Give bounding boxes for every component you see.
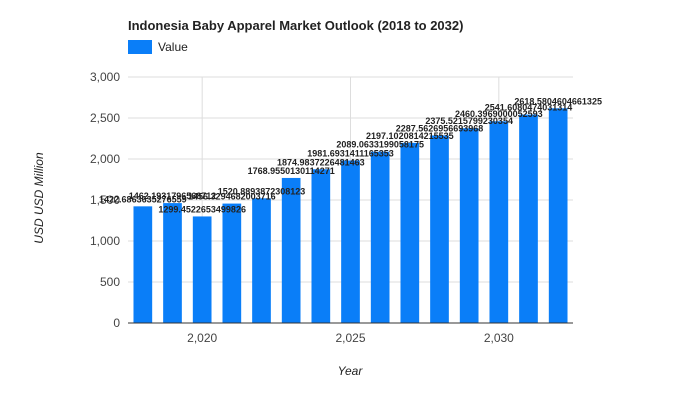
x-tick-label: 2,020 bbox=[187, 331, 217, 345]
bar bbox=[222, 203, 242, 323]
data-label: 2618.5804604661325 bbox=[514, 96, 602, 106]
data-label: 2375.5215799230354 bbox=[425, 116, 513, 126]
data-label: 1981.6931411165353 bbox=[307, 149, 394, 159]
legend-label-value: Value bbox=[158, 40, 188, 54]
bar bbox=[311, 169, 331, 323]
data-label: 1422.6863635276559 bbox=[99, 194, 187, 204]
bar bbox=[341, 160, 360, 323]
data-label: 1874.9837226481463 bbox=[277, 157, 365, 167]
data-label: 1768.9550130114271 bbox=[248, 166, 335, 176]
bar bbox=[281, 177, 301, 323]
y-tick-label: 2,000 bbox=[90, 152, 120, 166]
legend[interactable]: Value bbox=[128, 40, 188, 54]
data-label: 1456.3294682003716 bbox=[188, 192, 276, 202]
legend-swatch-value bbox=[128, 40, 152, 54]
bar bbox=[252, 198, 271, 323]
y-tick-label: 0 bbox=[113, 316, 120, 330]
chart-title: Indonesia Baby Apparel Market Outlook (2… bbox=[128, 18, 464, 33]
bar bbox=[548, 108, 568, 324]
bar bbox=[519, 114, 538, 324]
data-label: 1462.1931796568712 bbox=[129, 191, 217, 201]
data-label: 1520.8893872308123 bbox=[218, 186, 306, 196]
bar bbox=[192, 216, 212, 323]
y-tick-label: 1,500 bbox=[90, 193, 120, 207]
data-label: 1299.4522653499826 bbox=[158, 204, 246, 214]
data-label: 2541.6080474031314 bbox=[485, 103, 573, 113]
x-tick-label: 2,030 bbox=[484, 331, 514, 345]
data-label: 2460.3969000052593 bbox=[455, 109, 543, 119]
y-tick-label: 2,500 bbox=[90, 111, 120, 125]
y-tick-label: 1,000 bbox=[90, 234, 120, 248]
bar bbox=[489, 121, 509, 323]
y-tick-label: 500 bbox=[100, 275, 120, 289]
bar bbox=[400, 142, 420, 323]
bar bbox=[430, 135, 449, 323]
x-tick-label: 2,025 bbox=[335, 331, 365, 345]
bar bbox=[163, 203, 182, 323]
bar bbox=[133, 206, 153, 323]
bar bbox=[459, 128, 479, 323]
data-label: 2287.5626956693968 bbox=[396, 123, 484, 133]
data-label: 2197.1020814215535 bbox=[366, 131, 454, 141]
y-tick-label: 3,000 bbox=[90, 70, 120, 84]
bar bbox=[370, 151, 390, 323]
x-axis-title: Year bbox=[337, 364, 363, 378]
data-label: 2089.0633199058175 bbox=[336, 140, 424, 150]
